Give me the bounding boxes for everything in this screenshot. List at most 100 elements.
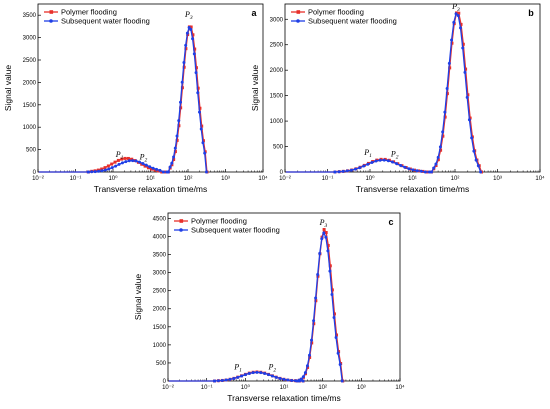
data-point-polymer	[100, 167, 104, 171]
data-point-water	[124, 160, 128, 164]
data-point-water	[216, 379, 220, 383]
legend-label-water: Subsequent water flooding	[191, 226, 280, 235]
data-point-water	[158, 168, 162, 172]
data-point-water	[173, 146, 177, 150]
peak-label-main: P	[363, 148, 369, 157]
data-point-water	[434, 162, 438, 166]
data-point-water	[411, 168, 415, 172]
data-point-polymer	[461, 42, 465, 46]
data-point-water	[354, 167, 358, 171]
peak-label-main: P	[319, 218, 325, 227]
data-point-polymer	[445, 92, 449, 96]
x-tick-label: 10⁰	[365, 175, 375, 182]
data-point-water	[432, 166, 436, 170]
peak-label-sub: 2	[273, 367, 276, 373]
data-point-polymer	[459, 22, 463, 26]
data-point-water	[282, 377, 286, 381]
data-point-water	[228, 377, 232, 381]
peak-label-p1: P1	[363, 148, 372, 159]
peak-label-sub: 3	[189, 15, 193, 21]
data-point-water	[213, 379, 217, 383]
data-point-water	[349, 168, 353, 172]
data-point-water	[438, 145, 442, 149]
y-tick-label: 3000	[23, 36, 37, 42]
data-point-water	[362, 164, 366, 168]
data-point-water	[419, 169, 423, 173]
data-point-water	[450, 38, 454, 42]
y-tick-label: 1500	[270, 94, 284, 100]
data-point-water	[203, 151, 207, 155]
data-point-water	[470, 136, 474, 140]
data-point-water	[196, 91, 200, 95]
data-point-water	[192, 52, 196, 56]
data-point-water	[263, 371, 267, 375]
data-point-water	[290, 378, 294, 382]
data-point-water	[177, 119, 181, 123]
x-tick-label: 10⁻²	[32, 176, 44, 182]
peak-label-p3: P3	[319, 218, 328, 229]
y-axis-title: Signal value	[250, 65, 260, 112]
data-point-polymer	[146, 166, 150, 170]
data-point-water	[191, 37, 195, 41]
peak-label-p2: P2	[268, 362, 277, 373]
data-point-water	[452, 20, 456, 24]
y-tick-label: 500	[273, 145, 284, 151]
peak-label-main: P	[268, 362, 274, 371]
data-point-water	[194, 71, 198, 75]
peak-label-main: P	[115, 150, 121, 159]
chart-panel-b: 10⁻² 10⁻¹ 10⁰ 10¹ 10² 10³ 10⁴ 0 500 1000 1500 2000 2…	[250, 2, 545, 194]
y-axis-title: Signal value	[3, 65, 13, 112]
data-point-water	[324, 235, 328, 239]
data-point-water	[120, 161, 124, 165]
y-tick-label: 1000	[23, 125, 37, 131]
data-point-water	[97, 169, 101, 173]
data-point-polymer	[106, 164, 110, 168]
x-tick-label: 10¹	[408, 176, 417, 182]
data-point-polymer	[200, 124, 204, 128]
chart-panel-a: 10⁻² 10⁻¹ 10⁰ 10¹ 10² 10³ 10⁴ 0 500 1000 1500 2000 2…	[3, 3, 268, 194]
x-tick-label: 10⁴	[258, 175, 268, 182]
y-tick-label: 1500	[153, 325, 167, 331]
x-axis-title: Transverse relaxation time/ms	[94, 184, 208, 194]
data-point-water	[168, 165, 172, 169]
data-point-water	[456, 14, 460, 18]
series-line-water	[285, 12, 482, 173]
data-point-polymer	[156, 169, 160, 173]
data-point-polymer	[439, 148, 443, 152]
data-point-polymer	[160, 170, 164, 174]
peak-label-p3: P3	[184, 10, 193, 21]
data-point-polymer	[337, 350, 341, 354]
x-tick-label: 10⁻²	[279, 176, 291, 182]
y-tick-label: 500	[156, 361, 167, 367]
panel-label: b	[528, 8, 534, 18]
x-tick-label: 10⁻¹	[201, 385, 213, 391]
legend-label-polymer: Polymer flooding	[308, 8, 364, 17]
data-point-water	[255, 370, 259, 374]
data-point-water	[382, 158, 386, 162]
series-line-water	[168, 231, 343, 382]
peak-label-p2: P2	[390, 150, 399, 161]
data-point-polymer	[150, 167, 154, 171]
y-tick-label: 0	[163, 379, 167, 385]
x-tick-label: 10²	[318, 385, 327, 391]
data-point-water	[345, 169, 349, 173]
x-axis-title: Transverse relaxation time/ms	[356, 184, 470, 194]
data-point-water	[286, 378, 290, 382]
data-point-water	[366, 162, 370, 166]
legend-marker-water	[49, 19, 53, 23]
peak-label-main: P	[139, 152, 145, 161]
data-point-water	[185, 31, 189, 35]
data-point-water	[117, 162, 121, 166]
x-tick-label: 10⁻²	[162, 385, 174, 391]
data-point-water	[180, 80, 184, 84]
data-point-water	[170, 161, 174, 165]
data-point-water	[127, 159, 131, 163]
peak-label-main: P	[451, 2, 457, 11]
data-point-polymer	[448, 66, 452, 70]
data-point-polymer	[123, 156, 127, 160]
data-point-polymer	[116, 158, 120, 162]
data-point-water	[407, 167, 411, 171]
y-tick-label: 3500	[153, 253, 167, 259]
data-point-water	[141, 161, 145, 165]
